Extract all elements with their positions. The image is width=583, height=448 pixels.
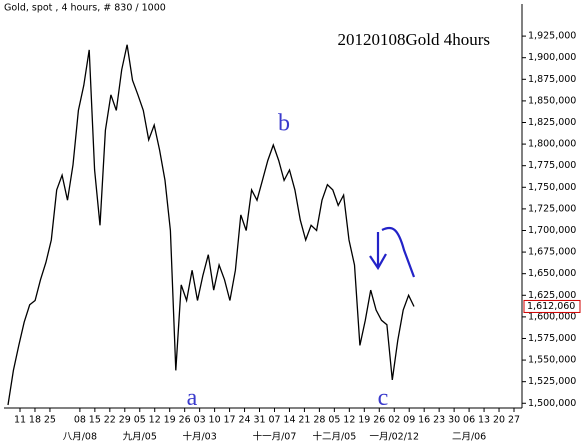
y-tick-label: 1,750,000 xyxy=(528,182,576,193)
x-tick-label: 15 xyxy=(89,415,101,426)
x-tick-label: 16 xyxy=(418,415,430,426)
last-price-box xyxy=(523,299,581,313)
period-label: 一月/02/12 xyxy=(369,432,419,443)
x-tick-label: 18 xyxy=(29,415,41,426)
x-tick-label: 25 xyxy=(44,415,56,426)
period-label: 九月/05 xyxy=(123,431,157,443)
y-tick-label: 1,700,000 xyxy=(528,225,576,236)
x-tick-label: 22 xyxy=(104,415,116,426)
x-tick-label: 28 xyxy=(313,415,325,426)
arrow-drawing xyxy=(369,226,416,278)
y-tick-label: 1,900,000 xyxy=(528,52,576,63)
x-tick-label: 08 xyxy=(74,415,86,426)
x-tick-label: 12 xyxy=(149,415,161,426)
x-tick-label: 19 xyxy=(358,415,370,426)
wave-label: c xyxy=(378,385,389,411)
x-tick-label: 19 xyxy=(164,415,176,426)
period-label: 十二月/05 xyxy=(312,431,356,443)
x-tick-label: 21 xyxy=(298,415,310,426)
y-tick-label: 1,825,000 xyxy=(528,117,576,128)
y-tick-label: 1,675,000 xyxy=(528,247,576,258)
x-tick-label: 23 xyxy=(433,415,445,426)
y-tick-label: 1,925,000 xyxy=(528,31,576,42)
y-tick-label: 1,575,000 xyxy=(528,333,576,344)
x-tick-label: 27 xyxy=(508,415,520,426)
last-price-label: 1,612,060 xyxy=(527,301,575,312)
x-tick-label: 03 xyxy=(194,415,206,426)
y-tick-label: 1,850,000 xyxy=(528,95,576,106)
x-tick-label: 12 xyxy=(343,415,355,426)
x-tick-label: 10 xyxy=(209,415,221,426)
x-tick-label: 14 xyxy=(283,415,295,426)
x-tick-label: 09 xyxy=(403,415,415,426)
x-tick-label: 07 xyxy=(268,415,280,426)
x-tick-label: 24 xyxy=(238,415,250,426)
x-tick-label: 26 xyxy=(373,415,385,426)
x-tick-label: 11 xyxy=(14,415,26,426)
y-tick-label: 1,600,000 xyxy=(528,311,576,322)
y-tick-label: 1,775,000 xyxy=(528,160,576,171)
period-label: 八月/08 xyxy=(63,432,97,443)
y-tick-label: 1,525,000 xyxy=(528,376,576,387)
x-tick-label: 05 xyxy=(328,415,340,426)
x-tick-label: 02 xyxy=(388,415,400,426)
y-tick-label: 1,500,000 xyxy=(528,398,576,409)
y-tick-label: 1,800,000 xyxy=(528,139,576,150)
y-tick-label: 1,625,000 xyxy=(528,290,576,301)
wave-label: b xyxy=(278,111,290,137)
x-tick-label: 05 xyxy=(134,415,146,426)
x-tick-label: 17 xyxy=(224,415,236,426)
x-tick-label: 30 xyxy=(448,415,460,426)
y-tick-label: 1,875,000 xyxy=(528,74,576,85)
period-label: 十一月/07 xyxy=(253,431,297,443)
header: Gold, spot , 4 hours, # 830 / 1000 xyxy=(4,3,166,14)
x-tick-label: 31 xyxy=(253,415,265,426)
x-tick-label: 26 xyxy=(179,415,191,426)
x-tick-label: 06 xyxy=(463,415,475,426)
x-tick-label: 29 xyxy=(119,415,131,426)
period-label: 十月/03 xyxy=(182,431,216,443)
chart-title: 20120108Gold 4hours xyxy=(337,30,490,49)
y-tick-label: 1,650,000 xyxy=(528,268,576,279)
period-label: 二月/06 xyxy=(452,432,486,443)
y-tick-label: 1,550,000 xyxy=(528,355,576,366)
price-line xyxy=(7,44,415,406)
y-tick-label: 1,725,000 xyxy=(528,203,576,214)
x-tick-label: 20 xyxy=(493,415,505,426)
x-tick-label: 13 xyxy=(478,415,490,426)
wave-label: a xyxy=(187,385,198,411)
